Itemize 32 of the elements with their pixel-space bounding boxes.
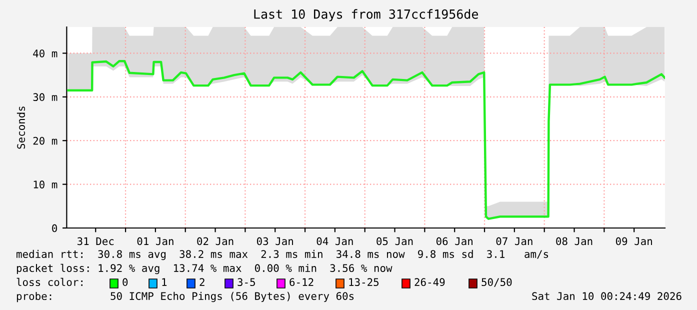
text: Sat Jan 10 00:24:49 2026 (532, 292, 682, 300)
text: 3-5 (238, 278, 255, 286)
x-tick-label: 06 Jan (436, 237, 472, 246)
x-tick-label: 01 Jan (137, 237, 174, 246)
text: 50 ICMP Echo Pings (56 Bytes) every 60s (110, 292, 354, 302)
y-tick-label: 30 m (33, 93, 58, 102)
y-tick-label: 0 (52, 224, 57, 232)
text: median rtt: 30.8 ms avg 38.2 ms max 2.3 ms min 34.8 ms now 9.8 ms sd 3.1 am/s (16, 250, 548, 260)
text: 13-25 (349, 278, 379, 286)
y-tick-label: 10 m (34, 180, 58, 188)
text: 2 (200, 278, 204, 286)
x-tick-label: 08 Jan (556, 237, 592, 246)
text: loss color: (16, 278, 82, 286)
text: 0 (122, 278, 128, 286)
text: 50/50 (482, 278, 512, 287)
text: probe: (16, 292, 52, 302)
chart-title: Last 10 Days from 317ccf1956de (254, 9, 478, 22)
text: 26-49 (414, 278, 445, 286)
line-series (67, 60, 665, 220)
x-tick-label: 04 Jan (316, 237, 353, 246)
x-tick-label: 03 Jan (256, 237, 293, 246)
x-tick-label: 05 Jan (376, 237, 413, 246)
text: packet loss: 1.92 % avg 13.74 % max 0.00 % min 3.56 % now (16, 264, 392, 274)
x-tick-label: 31 Dec (78, 237, 114, 246)
y-axis-title: Seconds (16, 106, 26, 149)
x-tick-label: 02 Jan (197, 237, 234, 246)
x-tick-label: 07 Jan (496, 237, 532, 246)
x-tick-label: 09 Jan (616, 237, 652, 246)
text: 1 (162, 278, 167, 286)
y-tick-label: 40 m (33, 49, 58, 58)
y-tick-label: 20 m (33, 136, 58, 145)
text: 6-12 (290, 278, 314, 286)
